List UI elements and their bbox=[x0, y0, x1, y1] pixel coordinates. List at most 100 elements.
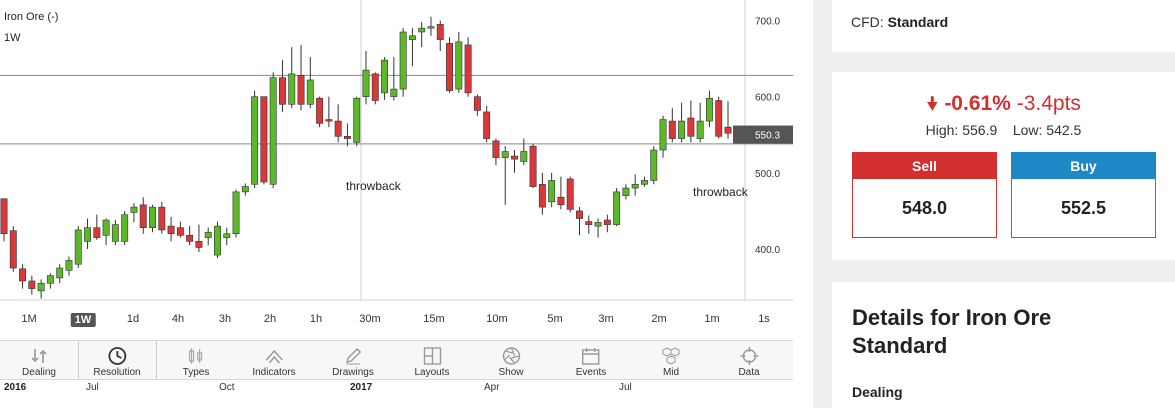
change-points: -3.4pts bbox=[1016, 92, 1081, 115]
resolution-1h[interactable]: 1h bbox=[309, 313, 323, 325]
layouts-icon bbox=[423, 347, 441, 365]
candle-body bbox=[288, 73, 296, 105]
candle-body bbox=[668, 120, 676, 139]
candle-body bbox=[511, 155, 518, 160]
toolbar-drawings-label: Drawings bbox=[332, 367, 374, 378]
candle-body bbox=[455, 41, 463, 90]
candle-body bbox=[548, 180, 556, 203]
candle-body bbox=[93, 227, 101, 238]
price-axis-tick-label: 600.0 bbox=[755, 93, 780, 104]
toolbar-types[interactable]: Types bbox=[182, 341, 210, 379]
candle-body bbox=[306, 79, 314, 105]
toolbar-types-label: Types bbox=[182, 367, 210, 378]
candles-icon bbox=[189, 348, 203, 364]
resolution-2h[interactable]: 2h bbox=[263, 313, 277, 325]
candle-body bbox=[576, 210, 583, 219]
sell-button[interactable]: Sell 548.0 bbox=[852, 152, 997, 238]
candle-body bbox=[37, 282, 45, 292]
toolbar-indicators[interactable]: Indicators bbox=[252, 341, 296, 379]
candle-body bbox=[84, 227, 91, 242]
toolbar-mid[interactable]: Mid bbox=[661, 341, 681, 379]
timeline-label: Apr bbox=[484, 382, 500, 393]
candle-body bbox=[214, 225, 221, 256]
resolution-1d[interactable]: 1d bbox=[126, 313, 140, 325]
toolbar-layouts-label: Layouts bbox=[414, 367, 450, 378]
candle-body bbox=[260, 96, 268, 183]
candle-body bbox=[0, 198, 8, 235]
hexagons-icon bbox=[662, 347, 680, 365]
resolution-1W[interactable]: 1W bbox=[70, 313, 96, 327]
sell-label: Sell bbox=[853, 153, 996, 179]
resolution-10m[interactable]: 10m bbox=[486, 313, 508, 325]
candle-body bbox=[186, 234, 194, 242]
toolbar-resolution-label: Resolution bbox=[93, 367, 141, 378]
candle-body bbox=[362, 69, 370, 98]
candle-body bbox=[111, 224, 119, 242]
toolbar-data[interactable]: Data bbox=[738, 341, 760, 379]
buy-button[interactable]: Buy 552.5 bbox=[1011, 152, 1156, 238]
resolution-4h[interactable]: 4h bbox=[171, 313, 185, 325]
high-low: High: 556.9 Low: 542.5 bbox=[832, 122, 1175, 138]
candle-body bbox=[501, 151, 509, 158]
candle-body bbox=[687, 117, 695, 137]
candle-body bbox=[473, 96, 481, 111]
resolution-5m[interactable]: 5m bbox=[547, 313, 563, 325]
timeline-label: 2017 bbox=[350, 382, 373, 393]
resolution-1m[interactable]: 1m bbox=[704, 313, 720, 325]
resolution-3h[interactable]: 3h bbox=[218, 313, 232, 325]
candle-body bbox=[650, 149, 658, 181]
candle-body bbox=[705, 97, 713, 122]
resolution-2m[interactable]: 2m bbox=[651, 313, 667, 325]
candle-body bbox=[529, 145, 537, 187]
candle-body bbox=[74, 229, 82, 265]
cfd-card: CFD: Standard bbox=[832, 0, 1175, 52]
toolbar-data-label: Data bbox=[738, 367, 760, 378]
candle-body bbox=[381, 59, 389, 94]
candle-body bbox=[492, 140, 500, 158]
resolution-1M[interactable]: 1M bbox=[21, 313, 37, 325]
resolution-15m[interactable]: 15m bbox=[423, 313, 445, 325]
current-price-tag bbox=[733, 125, 793, 144]
price-axis-tick-label: 500.0 bbox=[755, 169, 780, 180]
candle-body bbox=[334, 120, 342, 137]
toolbar-drawings[interactable]: Drawings bbox=[332, 341, 374, 379]
candle-body bbox=[399, 31, 407, 90]
cfd-value: Standard bbox=[887, 14, 949, 30]
candle-body bbox=[390, 88, 398, 98]
timeline-label: Jul bbox=[86, 382, 99, 393]
resolution-1s[interactable]: 1s bbox=[758, 313, 770, 325]
toolbar-events[interactable]: Events bbox=[576, 341, 606, 379]
candle-body bbox=[641, 180, 648, 185]
toolbar-dealing[interactable]: Dealing bbox=[22, 341, 56, 379]
candle-body bbox=[9, 230, 17, 269]
period-label: 1W bbox=[4, 32, 21, 44]
candle-body bbox=[566, 178, 574, 210]
resolution-30m[interactable]: 30m bbox=[359, 313, 381, 325]
candle-body bbox=[483, 111, 491, 139]
toolbar-show[interactable]: Show bbox=[498, 341, 524, 379]
candle-body bbox=[557, 196, 565, 206]
timeline-label: 2016 bbox=[4, 382, 27, 393]
candle-body bbox=[724, 126, 732, 134]
candle-body bbox=[297, 75, 305, 105]
candle-body bbox=[149, 206, 156, 228]
details-card: Details for Iron Ore Standard Dealing bbox=[832, 282, 1175, 408]
toolbar-resolution[interactable]: Resolution bbox=[93, 341, 141, 379]
events-icon bbox=[582, 348, 600, 365]
timeline-navigator[interactable]: 2016 Jul Oct 2017 Apr Jul bbox=[0, 379, 793, 408]
candle-body bbox=[427, 26, 435, 29]
chart-panel: 700.0 600.0 500.0 400.0 550.3 Iron Ore (-) 1… bbox=[0, 0, 793, 408]
toolbar-layouts[interactable]: Layouts bbox=[414, 341, 450, 379]
dealing-icon bbox=[31, 349, 47, 363]
candle-body bbox=[446, 43, 453, 91]
candle-body bbox=[696, 120, 704, 139]
annotation-throwback-1: throwback bbox=[346, 179, 401, 193]
candle-body bbox=[622, 187, 630, 196]
current-price-label: 550.3 bbox=[755, 131, 780, 142]
toolbar-divider bbox=[78, 341, 79, 379]
high-label: High: bbox=[925, 122, 959, 138]
candle-body bbox=[353, 97, 361, 143]
resolution-3m[interactable]: 3m bbox=[598, 313, 614, 325]
candle-body bbox=[130, 206, 138, 213]
price-chart[interactable]: 700.0 600.0 500.0 400.0 550.3 bbox=[0, 0, 793, 308]
